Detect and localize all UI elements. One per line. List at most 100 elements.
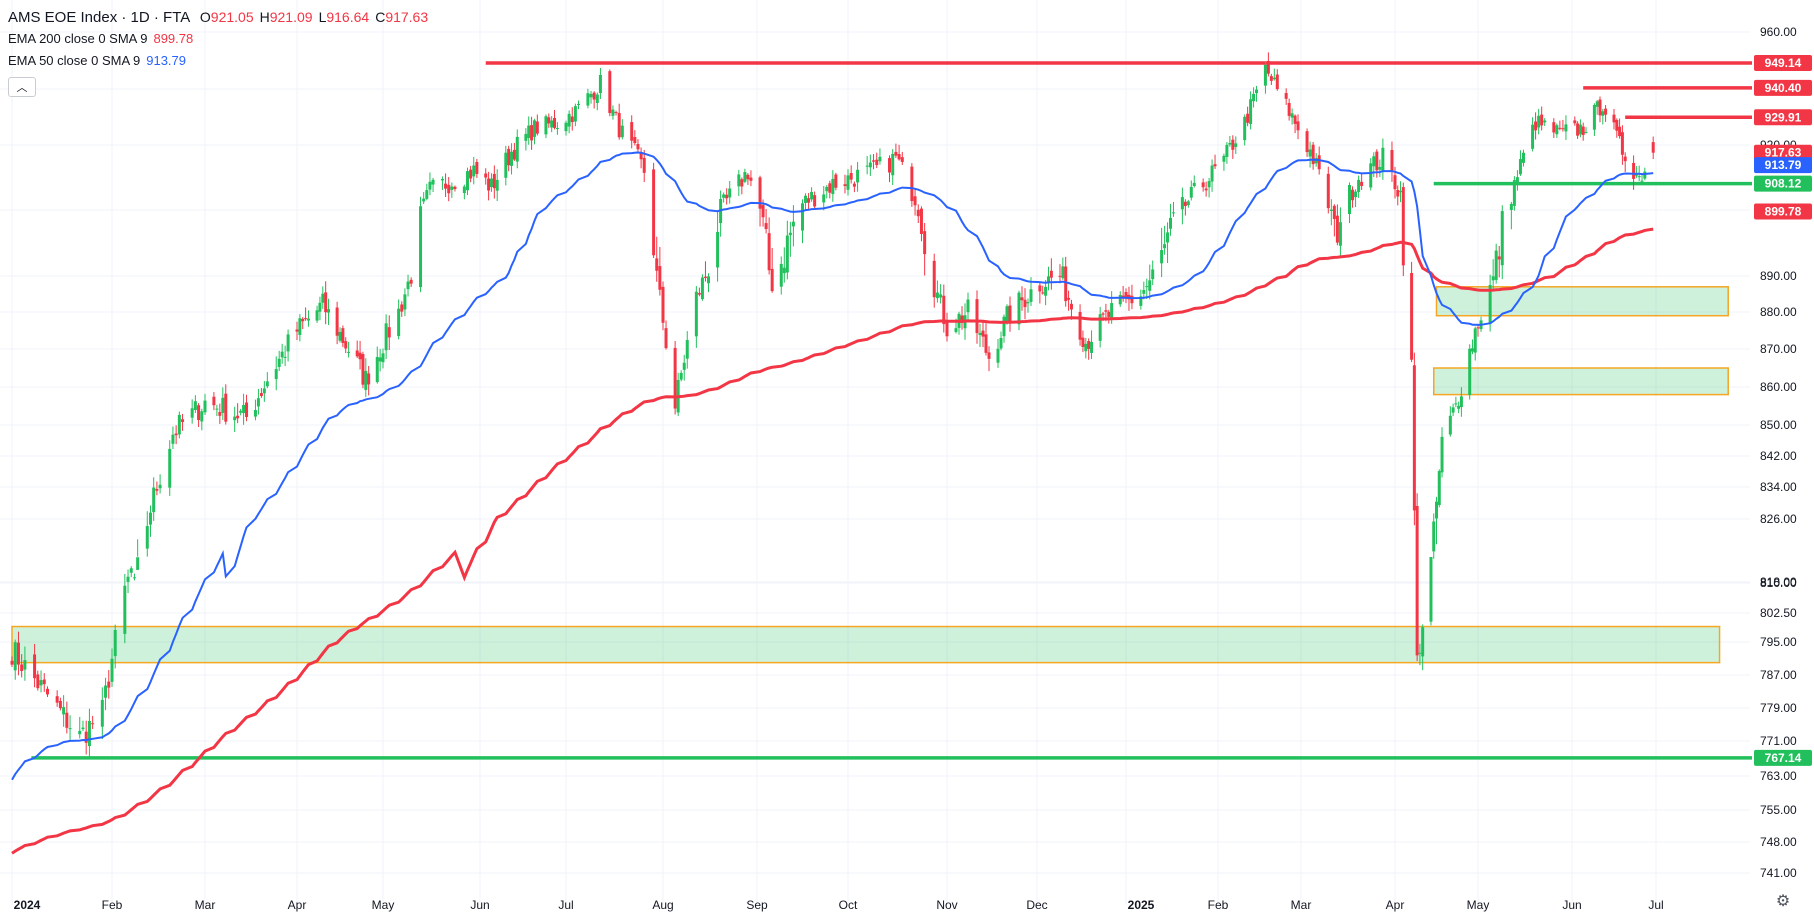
candle (1537, 108, 1541, 135)
candle (555, 122, 559, 135)
candle (304, 307, 308, 321)
candle (81, 720, 85, 732)
candle (1604, 105, 1608, 122)
candle (570, 107, 574, 131)
candle (1287, 98, 1291, 121)
indicator-ema200[interactable]: EMA 200 close 0 SMA 9 899.78 (8, 28, 428, 50)
candle (679, 370, 683, 382)
candle (1305, 128, 1309, 157)
candle (1357, 175, 1361, 198)
candle (740, 177, 744, 195)
candle (1634, 166, 1638, 178)
candle (595, 92, 599, 111)
candle (1041, 285, 1045, 295)
y-tick-label: 787.00 (1760, 668, 1797, 682)
support-zone-3[interactable] (11, 625, 1721, 664)
candle (894, 143, 898, 158)
candle (1552, 118, 1556, 138)
candle (1561, 119, 1565, 132)
candle (1234, 136, 1238, 154)
candle (910, 163, 914, 207)
candle (846, 169, 850, 196)
candle (785, 220, 789, 280)
support-zone-2[interactable] (1432, 367, 1729, 396)
candle (387, 315, 391, 351)
candle (1293, 114, 1297, 134)
candle (1090, 330, 1094, 360)
candle (406, 274, 410, 297)
candle (256, 388, 260, 415)
candle (987, 346, 991, 372)
y-tick-label: 834.00 (1760, 480, 1797, 494)
candle (1470, 339, 1474, 355)
candle (1038, 282, 1042, 304)
horizontal-levels[interactable] (31, 61, 1752, 760)
time-axis[interactable] (0, 905, 1814, 917)
indicator-ema50[interactable]: EMA 50 close 0 SMA 9 913.79 (8, 50, 428, 72)
candle (315, 305, 319, 323)
candle (1454, 396, 1458, 408)
gear-icon[interactable]: ⚙ (1775, 893, 1791, 910)
candle (852, 181, 856, 193)
candle (598, 67, 602, 99)
candle (400, 301, 404, 317)
candle (897, 144, 901, 161)
x-tick-label: Jul (1648, 898, 1663, 912)
candle (1204, 181, 1208, 197)
candle (1415, 493, 1419, 662)
y-tick-label: 870.00 (1760, 342, 1797, 356)
candle (1401, 182, 1405, 277)
candle (1139, 289, 1143, 310)
candle (475, 158, 479, 178)
candle (685, 331, 689, 369)
x-tick-label: Aug (652, 898, 673, 912)
ohlc-value-c: 917.63 (385, 9, 429, 25)
candle (1142, 281, 1146, 300)
symbol-title[interactable]: AMS EOE Index · 1D · FTA (8, 9, 191, 26)
ohlc-value-l: 916.64 (326, 9, 370, 25)
candle (831, 170, 835, 202)
candle (253, 399, 257, 421)
candle (87, 708, 91, 759)
candle (318, 296, 322, 321)
candle (1421, 624, 1425, 671)
legend-collapse-button[interactable]: ︿ (8, 77, 36, 97)
price-badge-940.40: 940.40 (1754, 79, 1812, 96)
candle (152, 477, 156, 521)
candle (843, 174, 847, 194)
candle (807, 193, 811, 210)
candle (462, 184, 466, 200)
candle (10, 656, 14, 668)
candle (706, 273, 710, 293)
candle (36, 670, 40, 691)
candle (1017, 290, 1021, 331)
moving-averages (11, 151, 1654, 855)
candle (492, 165, 496, 199)
candle (1518, 150, 1522, 176)
candle (856, 162, 860, 192)
x-tick-label: Feb (1208, 898, 1229, 912)
candle (1476, 323, 1480, 337)
candle (589, 90, 593, 104)
candle (1497, 245, 1501, 278)
candle (737, 169, 741, 196)
candle (981, 320, 985, 348)
candle (20, 654, 24, 678)
candle (1026, 298, 1030, 313)
price-badge-text: 949.14 (1765, 56, 1802, 70)
candle (174, 425, 178, 445)
candle (725, 188, 729, 205)
x-tick-label: Apr (288, 898, 307, 912)
candle (1578, 119, 1582, 138)
candle (1213, 154, 1217, 169)
candle (321, 286, 325, 309)
candle (91, 715, 95, 730)
candle (1354, 189, 1358, 208)
candle (608, 69, 612, 117)
candle (203, 393, 207, 416)
candle (68, 715, 72, 741)
candle (923, 222, 927, 276)
candle (181, 413, 185, 431)
y-tick-label: 960.00 (1760, 25, 1797, 39)
